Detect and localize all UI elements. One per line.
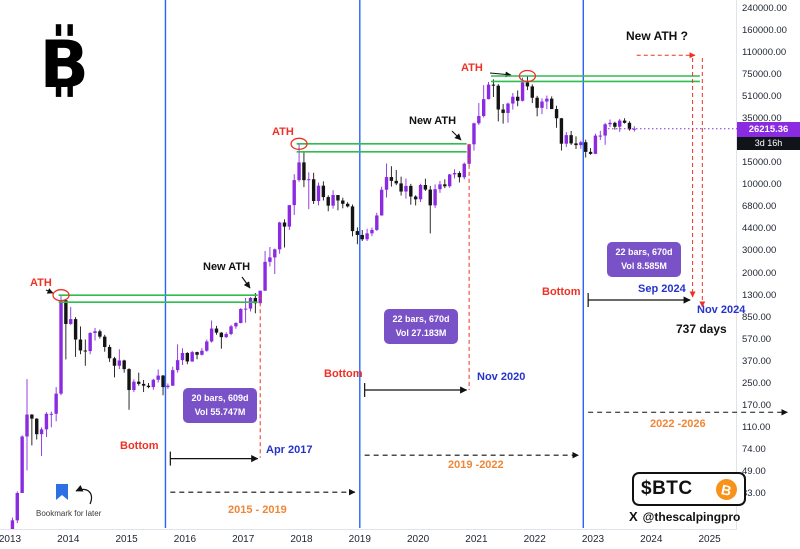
price-tick: 850.00: [742, 311, 772, 323]
ticker-label: $BTC: [641, 478, 693, 499]
bookmark-icon: [56, 484, 68, 500]
year-tick: 2023: [581, 534, 605, 545]
new-ath-label-2020: New ATH: [409, 115, 457, 127]
bookmark-arrow-doodle: [75, 484, 93, 505]
badge-bars-line: 22 bars, 670d: [392, 314, 450, 324]
btc-coin-icon: B: [714, 476, 739, 502]
new-ath-2017-pointer-arrow: [241, 276, 251, 289]
target-date-nov-2020: Nov 2020: [477, 371, 526, 383]
year-tick: 2025: [698, 534, 721, 545]
year-tick: 2016: [173, 534, 197, 545]
bookmark-caption: Bookmark for later: [36, 509, 102, 518]
year-tick: 2018: [290, 534, 313, 545]
year-tick: 2015: [115, 534, 138, 545]
badge-volume-line: Vol 27.183M: [395, 327, 447, 338]
cycle-badge-2015: 20 bars, 609d Vol 55.747M: [183, 388, 257, 423]
price-tick: 570.00: [742, 333, 772, 345]
year-tick: 2014: [57, 534, 80, 545]
price-tick: 1300.00: [742, 289, 777, 301]
year-tick: 2022: [523, 534, 546, 545]
x-logo-icon: X: [629, 509, 638, 524]
bottom-label-2022: Bottom: [542, 286, 581, 298]
btc-ticker-badge: $BTC B: [632, 472, 746, 506]
bitcoin-logo: B: [40, 24, 89, 103]
price-tick: 35000.00: [742, 113, 782, 125]
badge-bars-line: 22 bars, 670d: [615, 247, 673, 257]
badge-volume-line: Vol 55.747M: [194, 406, 246, 417]
new-ath-2020-pointer-arrow: [451, 130, 462, 141]
price-tick: 51000.00: [742, 91, 782, 103]
price-tick: 49.00: [742, 465, 766, 477]
year-tick: 2013: [0, 534, 22, 545]
price-tick: 6800.00: [742, 201, 777, 213]
target-date-nov-2024: Nov 2024: [697, 304, 746, 316]
price-tick: 33.00: [742, 487, 766, 499]
price-tick: 3000.00: [742, 245, 777, 257]
bottom-label-2019: Bottom: [324, 368, 363, 380]
ath-label-2017: ATH: [272, 126, 294, 138]
price-tick: 75000.00: [742, 69, 782, 81]
cycle-badge-2019: 22 bars, 670d Vol 27.183M: [384, 309, 458, 344]
author-handle: X @thescalpingpro: [629, 509, 740, 524]
year-tick: 2020: [406, 534, 430, 545]
author-handle-text: @thescalpingpro: [642, 509, 741, 524]
price-tick: 240000.00: [742, 3, 787, 14]
price-tick: 250.00: [742, 377, 772, 389]
new-ath-question-label: New ATH ?: [626, 29, 688, 43]
year-tick: 2019: [348, 534, 371, 545]
price-tick: 170.00: [742, 399, 772, 411]
price-axis[interactable]: 240000.00 160000.00 110000.00 75000.00 51000…: [736, 0, 800, 549]
cycle-range-2022-2026: 2022 -2026: [650, 418, 706, 430]
cycle-range-2015-2019: 2015 - 2019: [228, 504, 287, 516]
duration-label: 737 days: [676, 322, 727, 336]
price-tick: 160000.00: [742, 25, 787, 37]
price-tick: 15000.00: [742, 157, 782, 169]
price-tick: 4400.00: [742, 223, 777, 235]
cycle-range-2019-2022: 2019 -2022: [448, 459, 504, 471]
price-tick: 10000.00: [742, 179, 782, 191]
bottom-label-2015: Bottom: [120, 440, 159, 452]
price-tick: 110000.00: [742, 47, 787, 59]
new-ath-label-2017: New ATH: [203, 261, 251, 273]
year-tick: 2024: [640, 534, 663, 545]
bookmark-button[interactable]: [55, 483, 69, 506]
time-axis[interactable]: 2013 2014 2015 2016 2017 2018 2019 2020 2021 2022…: [0, 529, 737, 549]
ath-2021-pointer-arrow: [489, 71, 512, 78]
target-date-apr-2017: Apr 2017: [266, 444, 313, 456]
target-date-sep-2024: Sep 2024: [638, 283, 686, 295]
ath-label-2021: ATH: [461, 62, 483, 74]
badge-bars-line: 20 bars, 609d: [191, 393, 249, 403]
cycle-badge-2022: 22 bars, 670d Vol 8.585M: [607, 242, 681, 277]
bitcoin-logo-b: B: [40, 28, 89, 103]
ath-2013-pointer-arrow: [45, 288, 54, 294]
price-tick: 2000.00: [742, 267, 777, 279]
badge-volume-line: Vol 8.585M: [621, 260, 667, 271]
price-tick: 74.00: [742, 443, 766, 455]
current-price: 26215.36: [737, 121, 800, 137]
price-tick: 110.00: [742, 421, 771, 433]
candle-countdown: 3d 16h: [737, 136, 800, 150]
ath-label-2013: ATH: [30, 277, 52, 289]
current-price-tag: 26215.36 3d 16h: [737, 121, 800, 150]
year-tick: 2021: [465, 534, 488, 545]
price-tick: 370.00: [742, 355, 772, 367]
year-tick: 2017: [232, 534, 255, 545]
